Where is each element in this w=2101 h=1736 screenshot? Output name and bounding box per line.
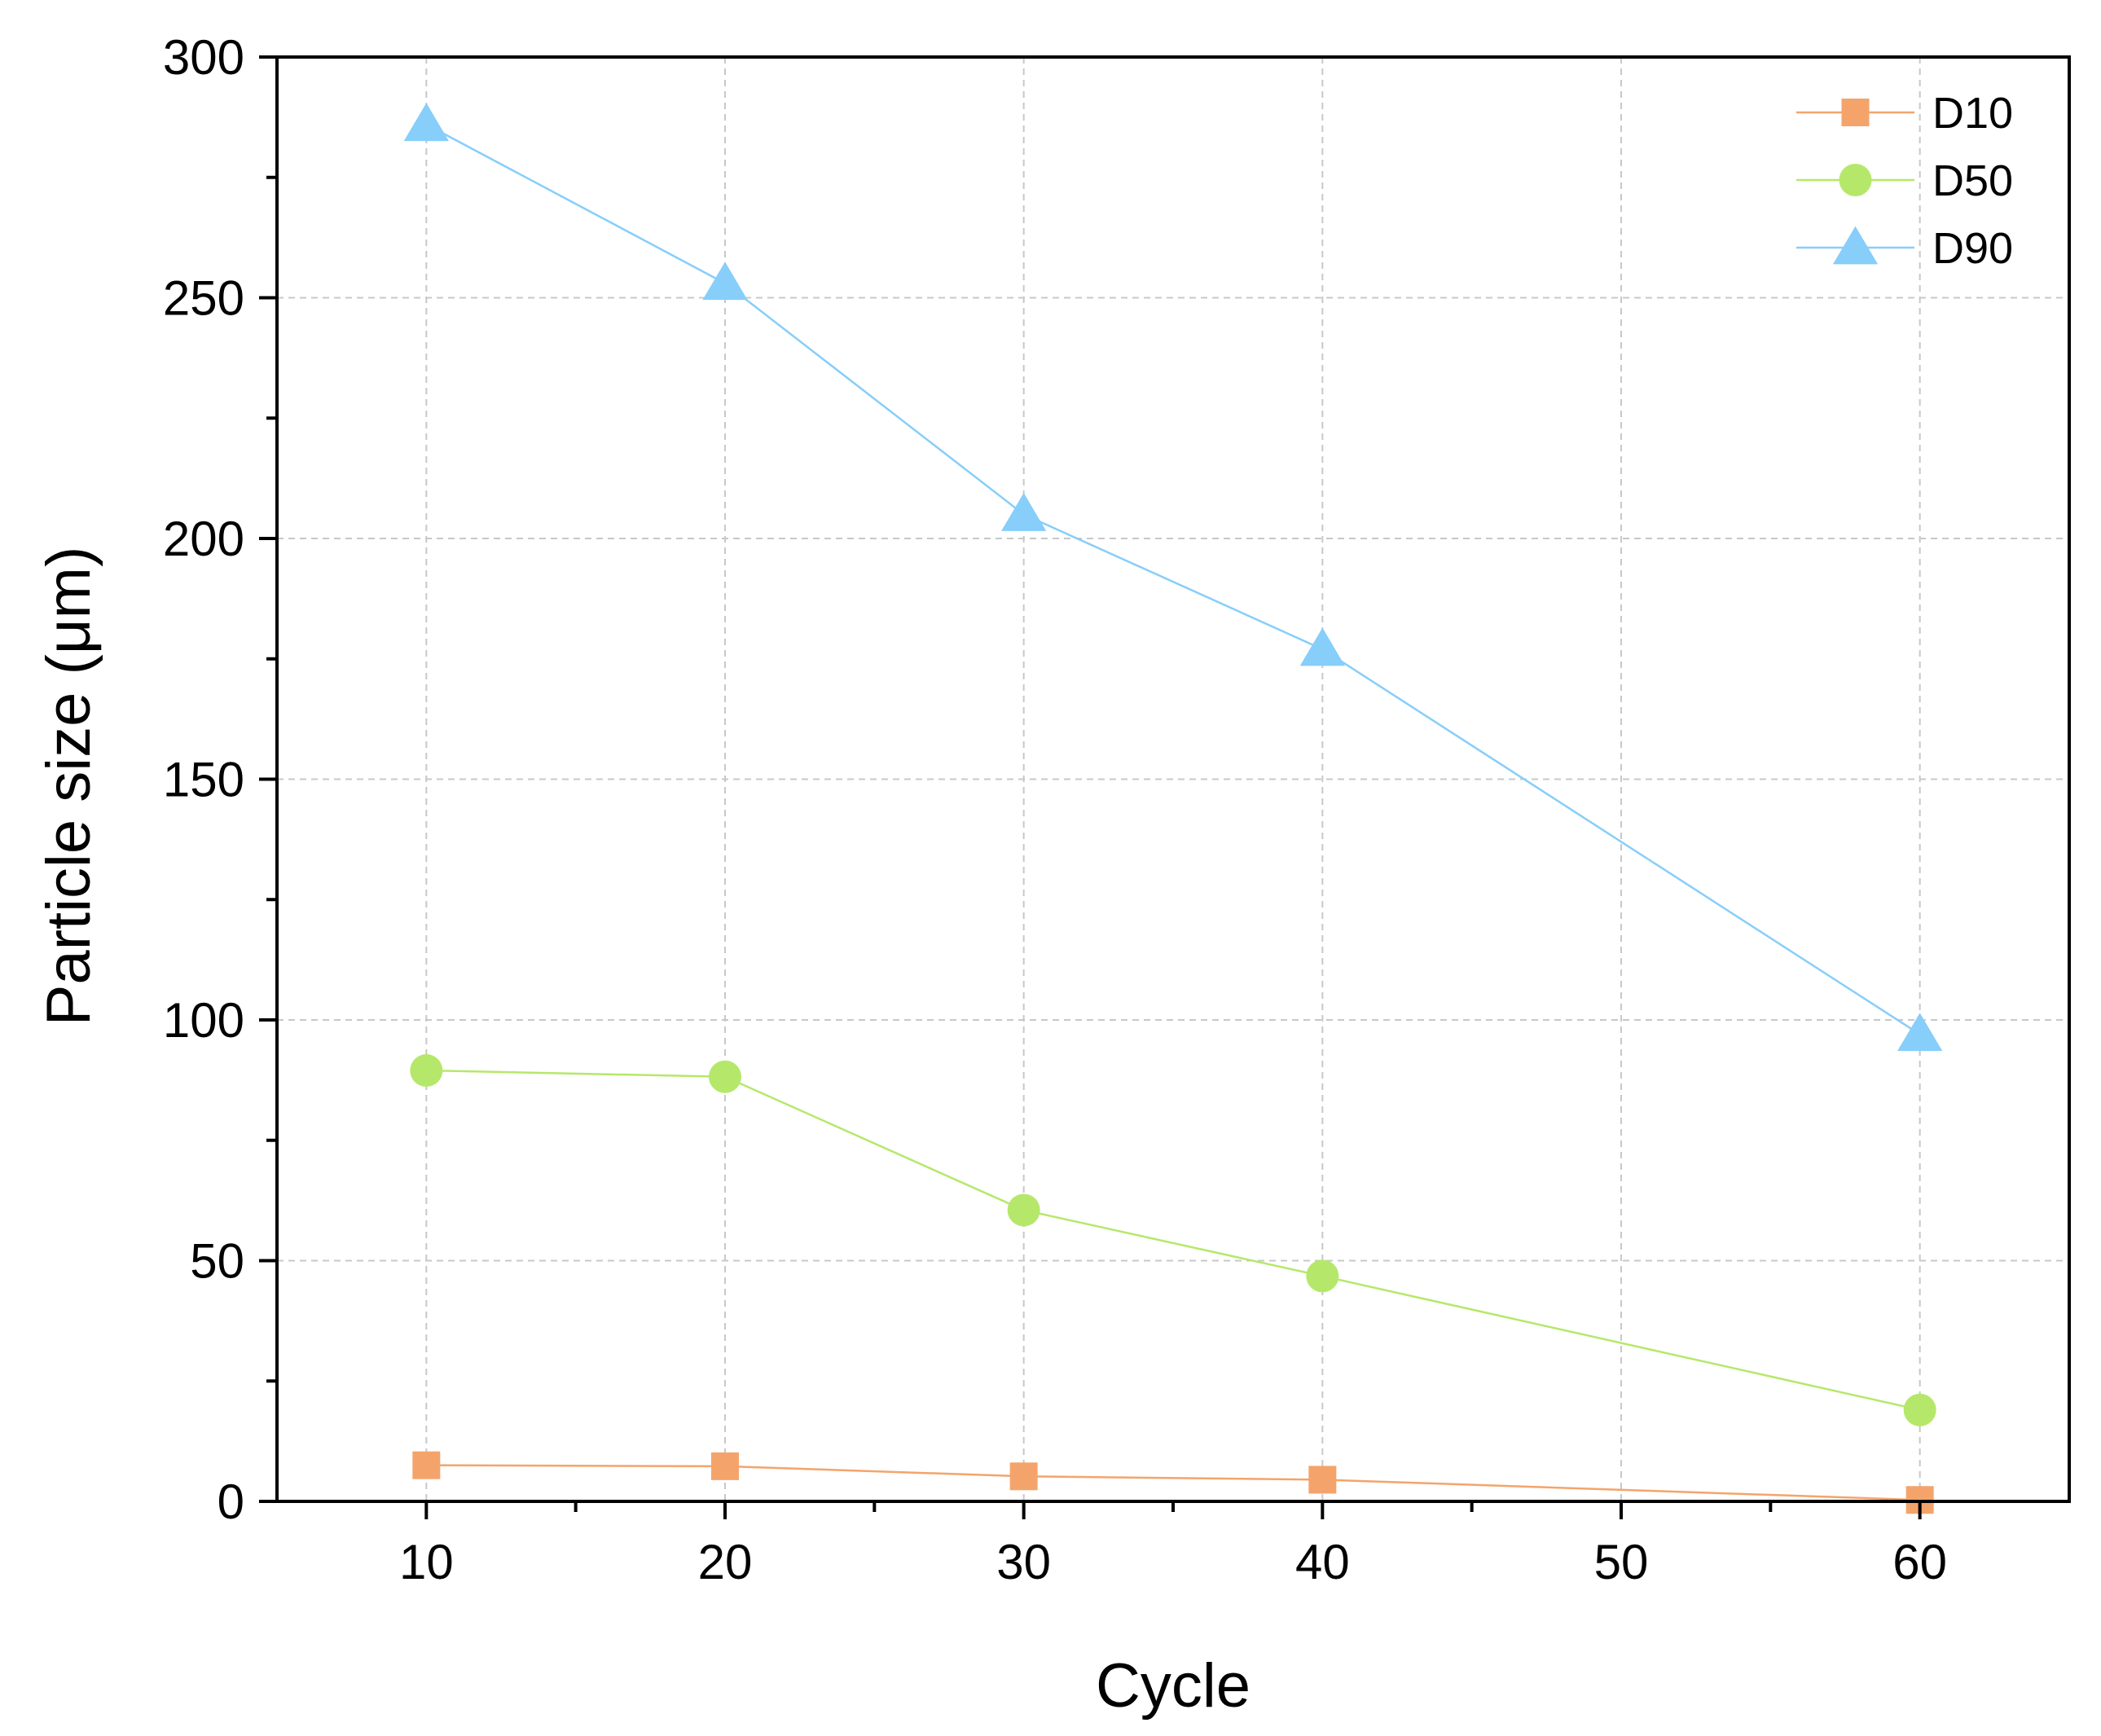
legend-item-d50: D50 [1796,156,2013,205]
data-point-d10 [1009,1462,1038,1491]
y-tick-label: 300 [163,30,244,85]
legend-marker [1841,99,1870,126]
legend-label: D10 [1932,89,2013,138]
y-tick-label: 250 [163,271,244,326]
y-tick-label: 0 [218,1475,244,1529]
data-point-d90 [702,261,748,301]
legend-label: D50 [1932,156,2013,205]
series-group [403,103,1943,1514]
series-d50 [410,1054,1936,1426]
data-point-d50 [410,1054,443,1088]
grid-lines [277,57,2069,1501]
data-point-d90 [1001,493,1047,531]
data-point-d10 [1308,1466,1337,1494]
y-tick-label: 200 [163,512,244,566]
legend-item-d10: D10 [1796,89,2013,138]
data-point-d10 [412,1451,441,1479]
y-tick-label: 50 [190,1234,244,1289]
series-line-d10 [426,1464,1920,1501]
series-line-d90 [425,123,1921,1035]
data-point-d10 [711,1452,739,1480]
data-point-d90 [1897,1013,1943,1052]
axes: 10 20 30 40 50 60 0 50 100 150 200 250 300 [163,30,2071,1589]
series-d90 [403,103,1943,1052]
x-tick-label: 20 [698,1535,753,1589]
legend-item-d90: D90 [1796,224,2013,273]
series-line-d50 [426,1069,1920,1411]
y-tick-label: 100 [163,993,244,1048]
legend-label: D90 [1932,224,2013,273]
y-axis-title: Particle size (μm) [34,547,103,1026]
data-point-d50 [1007,1193,1040,1227]
x-tick-label: 30 [996,1535,1051,1589]
data-point-d50 [709,1060,741,1093]
data-point-d90 [1299,627,1345,666]
x-tick-label: 10 [399,1535,454,1589]
legend-marker [1832,226,1879,265]
x-axis-title: Cycle [1096,1651,1250,1721]
data-point-d90 [403,103,449,142]
data-point-d50 [1903,1393,1936,1426]
legend: D10 D50 D90 [1796,89,2013,273]
x-tick-label: 40 [1295,1535,1350,1589]
data-point-d50 [1306,1259,1339,1293]
legend-marker [1839,164,1872,196]
x-tick-label: 60 [1892,1535,1947,1589]
y-tick-label: 150 [163,753,244,807]
x-tick-label: 50 [1594,1535,1649,1589]
